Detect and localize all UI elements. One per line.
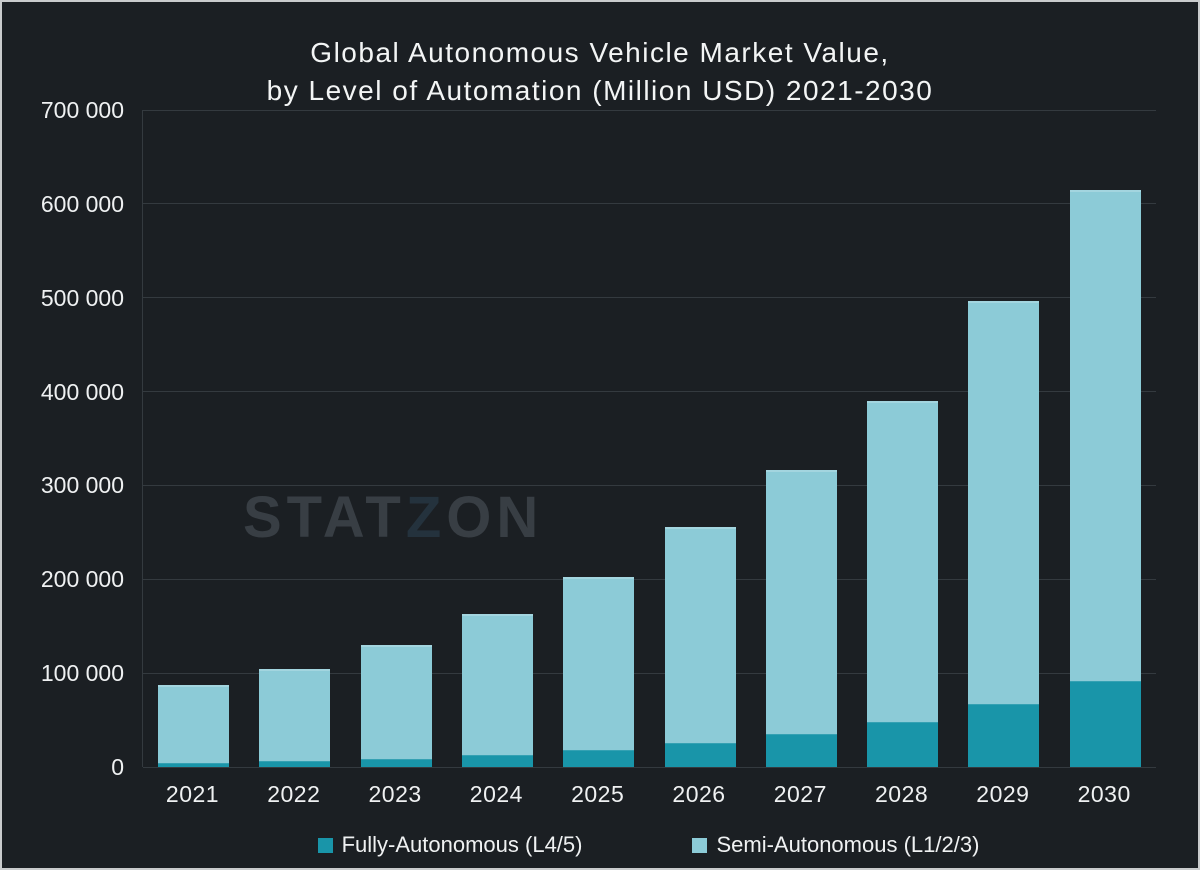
plot-area: STATZON <box>142 109 1156 768</box>
watermark-z-glyph: Z <box>405 485 447 550</box>
gridline <box>143 766 1156 768</box>
bar-segment-fully-autonomous-2026[interactable] <box>664 742 736 767</box>
bar-2025[interactable] <box>563 577 635 767</box>
x-axis-tick-label-2021: 2021 <box>165 781 220 807</box>
y-axis-tick-label: 700 000 <box>40 97 124 123</box>
gridline <box>143 297 1156 299</box>
bar-segment-semi-autonomous-2023[interactable] <box>360 645 432 760</box>
bar-segment-fully-autonomous-2025[interactable] <box>563 750 635 767</box>
bar-segment-semi-autonomous-2029[interactable] <box>968 301 1040 705</box>
y-axis-tick-label: 500 000 <box>40 284 124 311</box>
gridline <box>143 672 1156 674</box>
legend: Fully-Autonomous (L4/5) Semi-Autonomous (… <box>142 832 1155 858</box>
legend-item-fully-autonomous[interactable]: Fully-Autonomous (L4/5) <box>317 832 583 858</box>
x-axis-tick-label-2025: 2025 <box>571 781 625 807</box>
gridline <box>143 484 1156 486</box>
bar-segment-fully-autonomous-2027[interactable] <box>765 733 837 767</box>
chart-title: Global Autonomous Vehicle Market Value, … <box>2 34 1198 110</box>
chart-title-line1: Global Autonomous Vehicle Market Value, <box>310 37 890 68</box>
legend-swatch-icon <box>317 837 333 853</box>
bar-segment-fully-autonomous-2023[interactable] <box>360 759 432 767</box>
y-axis-tick-label: 300 000 <box>40 472 124 499</box>
x-axis-tick-label-2029: 2029 <box>976 781 1030 807</box>
bar-segment-semi-autonomous-2022[interactable] <box>259 669 331 761</box>
legend-label: Fully-Autonomous (L4/5) <box>341 832 583 857</box>
stattzon-watermark-logo: STATZON <box>243 484 543 551</box>
bar-segment-fully-autonomous-2028[interactable] <box>867 722 939 767</box>
bar-2024[interactable] <box>461 614 533 767</box>
gridline <box>143 391 1156 393</box>
y-axis-tick-label: 200 000 <box>40 566 124 593</box>
x-axis-tick-label-2030: 2030 <box>1077 781 1131 807</box>
bar-2023[interactable] <box>360 645 432 767</box>
bar-2027[interactable] <box>765 470 837 767</box>
y-axis-tick-label: 100 000 <box>40 660 124 687</box>
bar-2026[interactable] <box>664 527 736 767</box>
chart-title-line2: by Level of Automation (Million USD) 202… <box>266 75 934 106</box>
bar-2022[interactable] <box>259 669 331 767</box>
bar-segment-fully-autonomous-2024[interactable] <box>461 755 533 767</box>
bar-segment-semi-autonomous-2024[interactable] <box>461 614 533 755</box>
y-axis-tick-label: 400 000 <box>40 378 124 405</box>
legend-item-semi-autonomous[interactable]: Semi-Autonomous (L1/2/3) <box>692 832 979 858</box>
y-axis-tick-label: 0 <box>111 754 124 780</box>
x-axis-tick-label-2023: 2023 <box>368 781 422 807</box>
bar-segment-fully-autonomous-2021[interactable] <box>158 762 229 767</box>
watermark-text: ON <box>446 485 544 550</box>
gridline <box>143 203 1156 205</box>
bar-segment-semi-autonomous-2030[interactable] <box>1069 190 1141 682</box>
x-axis-tick-label-2028: 2028 <box>875 781 929 807</box>
x-axis-tick-label-2027: 2027 <box>773 781 827 807</box>
bar-segment-semi-autonomous-2027[interactable] <box>765 470 837 734</box>
x-axis-tick-label-2022: 2022 <box>267 781 321 807</box>
bar-segment-fully-autonomous-2022[interactable] <box>259 761 331 767</box>
bar-segment-fully-autonomous-2029[interactable] <box>968 704 1040 767</box>
bar-segment-semi-autonomous-2026[interactable] <box>664 527 736 743</box>
y-axis-tick-label: 600 000 <box>40 190 124 217</box>
x-axis-tick-label-2024: 2024 <box>469 781 523 807</box>
bar-2028[interactable] <box>867 400 939 767</box>
legend-swatch-icon <box>692 837 708 853</box>
x-axis-tick-label-2026: 2026 <box>672 781 726 807</box>
gridline <box>143 109 1156 111</box>
bar-2021[interactable] <box>158 684 229 767</box>
bar-2029[interactable] <box>968 301 1040 767</box>
bar-segment-fully-autonomous-2030[interactable] <box>1069 681 1141 767</box>
bar-segment-semi-autonomous-2028[interactable] <box>867 400 939 723</box>
gridline <box>143 578 1156 580</box>
watermark-text: STAT <box>243 485 406 550</box>
bar-segment-semi-autonomous-2025[interactable] <box>563 577 635 751</box>
bar-2030[interactable] <box>1069 190 1141 767</box>
legend-label: Semi-Autonomous (L1/2/3) <box>716 832 980 857</box>
bar-segment-semi-autonomous-2021[interactable] <box>158 684 229 763</box>
